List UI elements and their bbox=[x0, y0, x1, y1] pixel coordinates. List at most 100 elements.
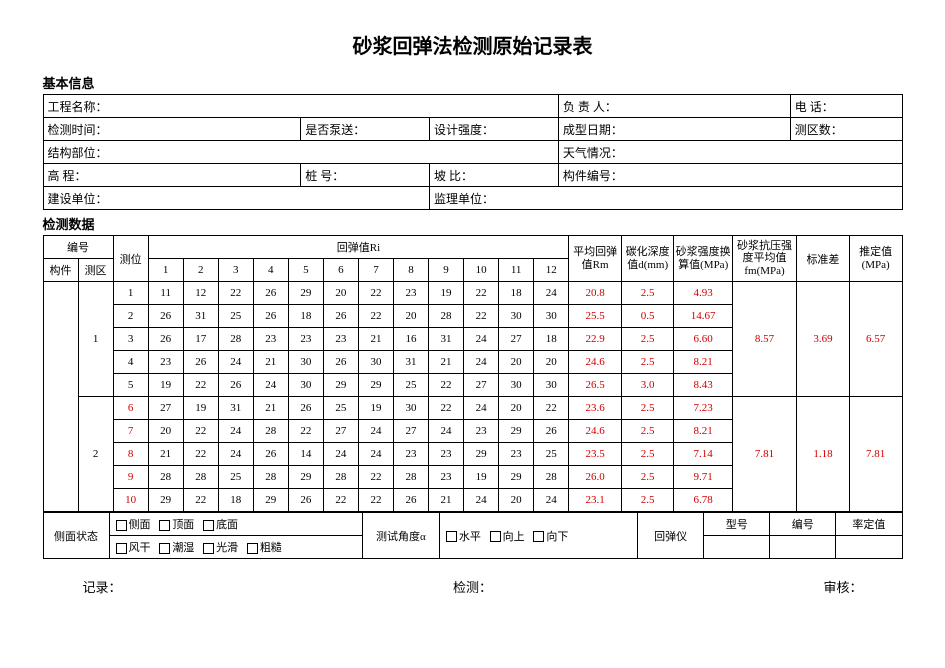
ri-cell: 26 bbox=[323, 305, 358, 328]
ri-cell: 19 bbox=[464, 466, 499, 489]
sig-review: 审核： bbox=[823, 577, 862, 596]
hdr-cewei: 测位 bbox=[113, 236, 148, 282]
data-section-label: 检测数据 bbox=[43, 214, 903, 233]
ri-cell: 31 bbox=[393, 351, 428, 374]
ri-cell: 21 bbox=[253, 351, 288, 374]
ri-cell: 29 bbox=[499, 420, 534, 443]
conv-cell: 9.71 bbox=[674, 466, 732, 489]
ri-cell: 26 bbox=[253, 443, 288, 466]
ri-cell: 22 bbox=[183, 443, 218, 466]
ri-cell: 29 bbox=[499, 466, 534, 489]
signature-row: 记录： 检测： 审核： bbox=[83, 577, 863, 596]
ri-cell: 24 bbox=[464, 489, 499, 512]
checkbox-wet[interactable] bbox=[159, 543, 170, 554]
mortar-avg-cell: 7.81 bbox=[732, 397, 796, 512]
ri-cell: 25 bbox=[323, 397, 358, 420]
checkbox-down[interactable] bbox=[533, 531, 544, 542]
ri-cell: 29 bbox=[148, 489, 183, 512]
ri-cell: 24 bbox=[464, 328, 499, 351]
hdr-cequ: 测区 bbox=[78, 259, 113, 282]
conv-cell: 6.78 bbox=[674, 489, 732, 512]
hdr-bianhao: 编号 bbox=[43, 236, 113, 259]
ri-cell: 19 bbox=[148, 374, 183, 397]
conv-cell: 6.60 bbox=[674, 328, 732, 351]
checkbox-side[interactable] bbox=[116, 520, 127, 531]
label-project: 工程名称： bbox=[48, 100, 108, 114]
footer-table: 侧面状态 侧面 顶面 底面 测试角度α 水平 向上 向下 回弹仪 型号 编号 率… bbox=[43, 512, 903, 559]
table-row: 1111122226292022231922182420.82.54.938.5… bbox=[43, 282, 902, 305]
ri-cell: 27 bbox=[499, 328, 534, 351]
checkbox-up[interactable] bbox=[490, 531, 501, 542]
model-value bbox=[704, 536, 770, 559]
carb-cell: 2.5 bbox=[621, 420, 674, 443]
ri-cell: 23 bbox=[253, 328, 288, 351]
angle-options: 水平 向上 向下 bbox=[439, 513, 637, 559]
hdr-col-7: 7 bbox=[358, 259, 393, 282]
ri-cell: 24 bbox=[534, 489, 569, 512]
checkbox-rough[interactable] bbox=[247, 543, 258, 554]
label-struct-part: 结构部位： bbox=[48, 146, 108, 160]
checkbox-top[interactable] bbox=[159, 520, 170, 531]
ri-cell: 18 bbox=[288, 305, 323, 328]
ri-cell: 21 bbox=[429, 489, 464, 512]
ri-cell: 24 bbox=[218, 351, 253, 374]
ri-cell: 18 bbox=[499, 282, 534, 305]
carb-cell: 2.5 bbox=[621, 489, 674, 512]
label-phone: 电 话： bbox=[795, 100, 834, 114]
checkbox-wind[interactable] bbox=[116, 543, 127, 554]
ri-cell: 29 bbox=[358, 374, 393, 397]
checkbox-bottom[interactable] bbox=[203, 520, 214, 531]
ri-cell: 22 bbox=[183, 420, 218, 443]
ri-cell: 30 bbox=[288, 351, 323, 374]
rebound-dev-label: 回弹仪 bbox=[638, 513, 704, 559]
ri-cell: 23 bbox=[288, 328, 323, 351]
ri-cell: 26 bbox=[534, 420, 569, 443]
hdr-col-4: 4 bbox=[253, 259, 288, 282]
ri-cell: 20 bbox=[499, 397, 534, 420]
ri-cell: 29 bbox=[253, 489, 288, 512]
ri-cell: 22 bbox=[358, 466, 393, 489]
hdr-col-12: 12 bbox=[534, 259, 569, 282]
ri-cell: 21 bbox=[148, 443, 183, 466]
ri-cell: 22 bbox=[358, 305, 393, 328]
ri-cell: 23 bbox=[429, 466, 464, 489]
ri-cell: 22 bbox=[464, 282, 499, 305]
label-pump: 是否泵送： bbox=[305, 123, 365, 137]
ri-cell: 20 bbox=[148, 420, 183, 443]
ri-cell: 24 bbox=[429, 420, 464, 443]
ri-cell: 31 bbox=[218, 397, 253, 420]
ri-cell: 18 bbox=[218, 489, 253, 512]
hdr-goujian: 构件 bbox=[43, 259, 78, 282]
est-val-cell: 7.81 bbox=[849, 397, 902, 512]
ri-cell: 27 bbox=[464, 374, 499, 397]
label-component-no: 构件编号： bbox=[563, 169, 623, 183]
ri-cell: 28 bbox=[253, 420, 288, 443]
ri-cell: 23 bbox=[323, 328, 358, 351]
ri-cell: 20 bbox=[393, 305, 428, 328]
ri-cell: 30 bbox=[358, 351, 393, 374]
ri-cell: 28 bbox=[183, 466, 218, 489]
basic-info-table: 工程名称： 负 责 人： 电 话： 检测时间： 是否泵送： 设计强度： 成型日期… bbox=[43, 94, 903, 210]
ri-cell: 25 bbox=[218, 305, 253, 328]
label-weather: 天气情况： bbox=[563, 146, 623, 160]
checkbox-smooth[interactable] bbox=[203, 543, 214, 554]
ri-cell: 23 bbox=[393, 443, 428, 466]
ri-cell: 29 bbox=[288, 466, 323, 489]
rm-cell: 23.1 bbox=[569, 489, 622, 512]
ri-cell: 30 bbox=[499, 374, 534, 397]
ri-cell: 22 bbox=[183, 489, 218, 512]
cewei-cell: 3 bbox=[113, 328, 148, 351]
ri-cell: 22 bbox=[464, 305, 499, 328]
ri-cell: 30 bbox=[393, 397, 428, 420]
ri-cell: 22 bbox=[429, 397, 464, 420]
hdr-std: 标准差 bbox=[797, 236, 850, 282]
ri-cell: 26 bbox=[148, 305, 183, 328]
cewei-cell: 2 bbox=[113, 305, 148, 328]
hdr-col-2: 2 bbox=[183, 259, 218, 282]
ri-cell: 28 bbox=[393, 466, 428, 489]
carb-cell: 2.5 bbox=[621, 328, 674, 351]
checkbox-horiz[interactable] bbox=[446, 531, 457, 542]
hdr-conv: 砂浆强度换算值(MPa) bbox=[674, 236, 732, 282]
hdr-est: 推定值(MPa) bbox=[849, 236, 902, 282]
ri-cell: 26 bbox=[183, 351, 218, 374]
